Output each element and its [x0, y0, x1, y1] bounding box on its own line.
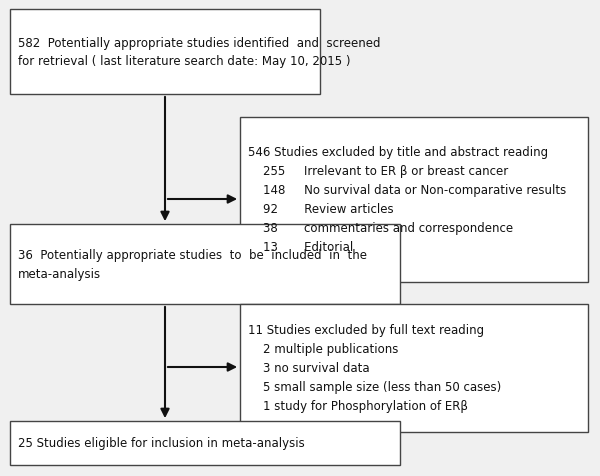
FancyBboxPatch shape: [10, 225, 400, 304]
FancyBboxPatch shape: [10, 421, 400, 465]
Text: 11 Studies excluded by full text reading
    2 multiple publications
    3 no su: 11 Studies excluded by full text reading…: [248, 324, 501, 413]
FancyBboxPatch shape: [240, 304, 588, 432]
FancyBboxPatch shape: [10, 10, 320, 95]
Text: 582  Potentially appropriate studies identified  and  screened
for retrieval ( l: 582 Potentially appropriate studies iden…: [18, 37, 380, 69]
Text: 25 Studies eligible for inclusion in meta-analysis: 25 Studies eligible for inclusion in met…: [18, 436, 305, 449]
Text: 546 Studies excluded by title and abstract reading
    255     Irrelevant to ER : 546 Studies excluded by title and abstra…: [248, 146, 566, 254]
FancyBboxPatch shape: [240, 118, 588, 282]
Text: 36  Potentially appropriate studies  to  be  included  in  the
meta-analysis: 36 Potentially appropriate studies to be…: [18, 248, 367, 280]
